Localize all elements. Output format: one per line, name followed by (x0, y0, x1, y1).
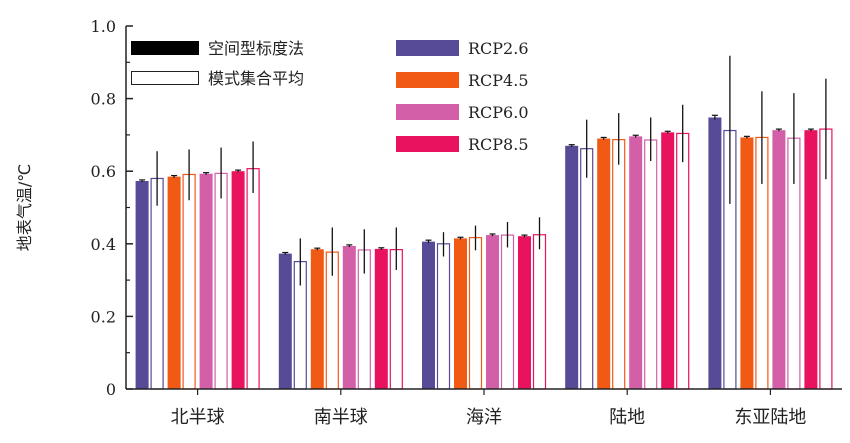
bar-ensemble-mean (214, 172, 228, 390)
bar-pattern-scaling (310, 249, 324, 389)
bar-pattern-scaling (231, 171, 245, 389)
bar-pattern-scaling (740, 137, 754, 389)
bar-pattern-scaling (167, 176, 181, 389)
bar-ensemble-mean (468, 237, 483, 390)
x-category-label: 北半球 (171, 407, 225, 428)
bar-pattern-scaling (565, 145, 579, 389)
legend-swatch-rcp60 (396, 104, 459, 120)
y-ticks: 0 0.2 0.4 0.6 0.8 1.0 (91, 17, 133, 399)
bar-pattern-scaling (454, 238, 467, 389)
bar-ensemble-mean (644, 139, 658, 390)
bar-ensemble-mean (150, 177, 164, 390)
bar-ensemble-mean (436, 243, 451, 390)
bar-ensemble-mean (389, 249, 403, 390)
y-tick-label: 0.8 (91, 90, 116, 109)
y-tick-label: 0.6 (91, 162, 116, 181)
bar-ensemble-mean (500, 234, 515, 390)
legend-label: RCP6.0 (468, 103, 529, 122)
legend-swatch-rcp45 (396, 72, 459, 88)
bar-ensemble-mean (532, 234, 547, 390)
bar-pattern-scaling (135, 181, 149, 389)
x-category-label: 南半球 (314, 407, 368, 428)
x-category-label: 陆地 (609, 407, 645, 428)
legend-swatch-rcp26 (396, 40, 459, 56)
bar-pattern-scaling (278, 253, 292, 389)
legend-label: RCP8.5 (468, 135, 529, 154)
legend-label: 模式集合平均 (208, 69, 304, 88)
bar-pattern-scaling (661, 132, 675, 389)
bar-pattern-scaling (772, 130, 786, 389)
bar-pattern-scaling (422, 241, 435, 389)
legend-label: RCP4.5 (468, 71, 529, 90)
bar-pattern-scaling (342, 245, 356, 389)
bar-pattern-scaling (597, 138, 611, 389)
y-tick-label: 0.4 (91, 235, 116, 254)
legend-swatch-rcp85 (396, 136, 459, 152)
y-tick-label: 0 (106, 380, 116, 399)
bar-pattern-scaling (629, 136, 643, 389)
bar-ensemble-mean (246, 168, 260, 390)
bar-pattern-scaling (804, 130, 818, 389)
bar-pattern-scaling (199, 173, 213, 389)
bar-pattern-scaling (708, 117, 722, 389)
legend-swatch-pattern-scaling (131, 41, 199, 55)
legend-swatch-ensemble-mean (131, 71, 199, 85)
y-axis-label: 地表气温/℃ (15, 164, 34, 251)
x-category-label: 东亚陆地 (734, 407, 806, 428)
bar-ensemble-mean (580, 148, 594, 390)
x-category-label: 海洋 (466, 407, 502, 428)
bar-pattern-scaling (518, 236, 531, 389)
legend-label: RCP2.6 (468, 39, 529, 58)
y-tick-label: 1.0 (91, 17, 116, 36)
bar-pattern-scaling (374, 248, 388, 389)
x-categories: 北半球 南半球 海洋 陆地 东亚陆地 (171, 389, 806, 428)
bar-pattern-scaling (486, 235, 499, 389)
y-tick-label: 0.2 (91, 307, 116, 326)
legend-label: 空间型标度法 (208, 39, 304, 58)
plot-area (135, 55, 833, 390)
bar-ensemble-mean (182, 173, 196, 390)
bar-ensemble-mean (676, 132, 690, 390)
bar-ensemble-mean (612, 139, 626, 390)
